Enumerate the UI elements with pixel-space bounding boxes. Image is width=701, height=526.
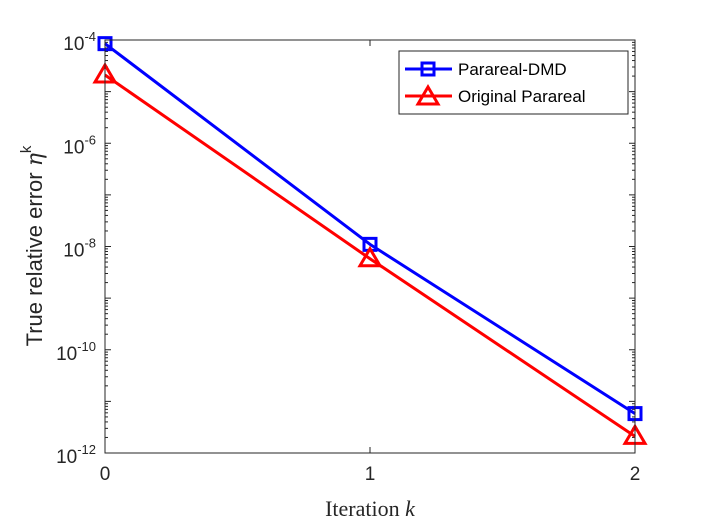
legend-label-parareal-dmd: Parareal-DMD	[458, 60, 567, 79]
y-tick-labels: 10-12 10-10 10-8 10-6 10-4	[56, 29, 96, 468]
x-tick-label: 2	[630, 464, 641, 485]
y-tick-label: 10-10	[56, 339, 96, 365]
y-tick-label: 10-12	[56, 442, 96, 468]
legend-box	[398, 50, 629, 115]
data-point-triangle	[357, 245, 383, 268]
legend-label-original-parareal: Original Parareal	[458, 87, 586, 106]
legend: Parareal-DMD Original Parareal	[398, 50, 629, 115]
y-axis-label: True relative error ηk	[18, 145, 48, 346]
x-tick-labels: 0 1 2	[100, 464, 641, 485]
x-tick-label: 0	[100, 464, 111, 485]
y-tick-label: 10-4	[63, 29, 96, 55]
series-line-original-parareal	[104, 73, 636, 438]
y-tick-label: 10-8	[63, 236, 96, 262]
x-axis-label: Iteration k	[325, 496, 416, 521]
plot-frame	[104, 39, 636, 454]
legend-marker-triangle	[415, 84, 441, 106]
legend-marker-square	[420, 61, 436, 77]
series-line-parareal-dmd	[104, 42, 636, 415]
y-tick-label: 10-6	[63, 132, 96, 158]
x-tick-label: 1	[365, 464, 376, 485]
